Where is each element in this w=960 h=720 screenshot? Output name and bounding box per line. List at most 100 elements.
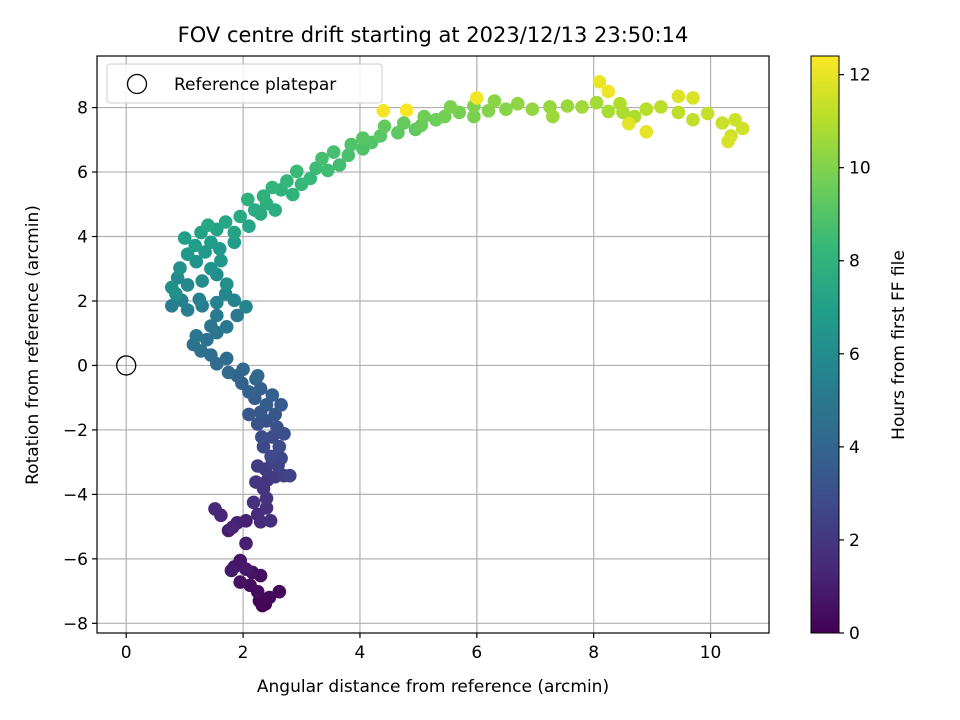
data-point [470, 91, 484, 105]
data-point [377, 119, 392, 134]
colorbar-tick-label: 10 [849, 159, 871, 179]
data-point [259, 501, 274, 515]
y-axis: −8 −6 −4 −2 0 2 4 6 8 [63, 99, 97, 634]
data-point [241, 192, 255, 207]
x-tick-label: 0 [121, 643, 132, 663]
data-point [210, 295, 224, 310]
data-point [686, 113, 700, 127]
data-point [344, 137, 359, 152]
data-point [225, 520, 240, 535]
data-point [397, 116, 411, 130]
data-point [253, 515, 268, 529]
legend: Reference platepar [106, 63, 383, 104]
data-point [721, 134, 735, 149]
data-point [254, 430, 269, 444]
data-point [356, 131, 370, 145]
data-point [286, 187, 300, 202]
chart-title: FOV centre drift starting at 2023/12/13 … [178, 23, 689, 47]
legend-box [106, 63, 383, 104]
data-points [165, 75, 750, 613]
data-point [601, 104, 616, 119]
data-point [487, 94, 502, 108]
data-point [264, 449, 278, 464]
data-point [639, 125, 654, 139]
data-point [546, 109, 560, 124]
data-point [274, 398, 288, 412]
colorbar-tick-label: 12 [849, 66, 871, 86]
x-axis-label: Angular distance from reference (arcmin) [257, 677, 609, 697]
data-point [671, 105, 686, 120]
reference-platepar-marker [116, 355, 137, 376]
data-point [686, 91, 700, 105]
x-axis: 0 2 4 6 8 10 [121, 633, 722, 663]
data-point [589, 95, 604, 110]
data-point [467, 109, 481, 124]
data-point [622, 116, 636, 131]
data-point [249, 475, 263, 489]
data-point [290, 164, 304, 179]
data-point [230, 308, 244, 323]
data-point [332, 158, 347, 172]
data-point [735, 121, 750, 136]
colorbar: 0 2 4 6 8 10 12 Hours from first FF file [810, 55, 909, 644]
data-point [250, 369, 265, 383]
data-point [700, 106, 715, 121]
colorbar-tick-label: 4 [849, 438, 860, 458]
data-point [575, 100, 589, 114]
data-point [263, 514, 278, 528]
data-point [218, 215, 233, 229]
data-point [221, 365, 236, 380]
plot-frame [96, 55, 770, 634]
data-point [341, 148, 356, 163]
data-point [499, 102, 513, 116]
data-point [265, 388, 280, 402]
y-tick-label: 6 [77, 163, 88, 183]
data-point [173, 261, 187, 275]
data-point [250, 459, 265, 473]
data-point [283, 468, 297, 483]
data-point [219, 351, 234, 366]
data-point [321, 163, 335, 178]
data-point [560, 99, 575, 113]
x-tick-label: 8 [588, 643, 599, 663]
data-point [204, 235, 218, 250]
data-point [262, 590, 277, 605]
data-point [189, 329, 204, 343]
data-point [601, 84, 616, 99]
data-point [177, 231, 192, 245]
data-point [200, 332, 214, 347]
y-tick-label: 8 [77, 99, 88, 119]
data-point [671, 89, 686, 104]
data-point [233, 575, 247, 589]
data-point [326, 145, 341, 159]
data-point [204, 261, 218, 276]
legend-label-reference: Reference platepar [174, 75, 336, 95]
data-point [242, 407, 256, 422]
x-tick-label: 6 [471, 643, 482, 663]
data-point [227, 235, 242, 250]
colorbar-tick-label: 2 [849, 531, 860, 551]
data-point [715, 116, 730, 130]
x-tick-label: 10 [700, 643, 722, 663]
data-point [246, 495, 261, 510]
data-point [165, 280, 179, 295]
data-point [233, 209, 247, 224]
data-point [201, 218, 215, 232]
data-point [592, 75, 607, 89]
data-point [227, 225, 242, 240]
y-tick-label: −6 [63, 550, 88, 570]
data-point [654, 100, 668, 114]
data-point [510, 96, 525, 111]
data-point [376, 104, 391, 118]
colorbar-label: Hours from first FF file [889, 250, 909, 440]
y-tick-label: 4 [77, 228, 88, 248]
data-point [272, 439, 287, 454]
data-point [188, 238, 202, 253]
data-point [236, 362, 250, 377]
data-point [315, 151, 329, 166]
data-point [639, 102, 654, 116]
data-point [270, 420, 284, 435]
legend-marker-reference [126, 73, 148, 95]
data-point [208, 502, 222, 516]
